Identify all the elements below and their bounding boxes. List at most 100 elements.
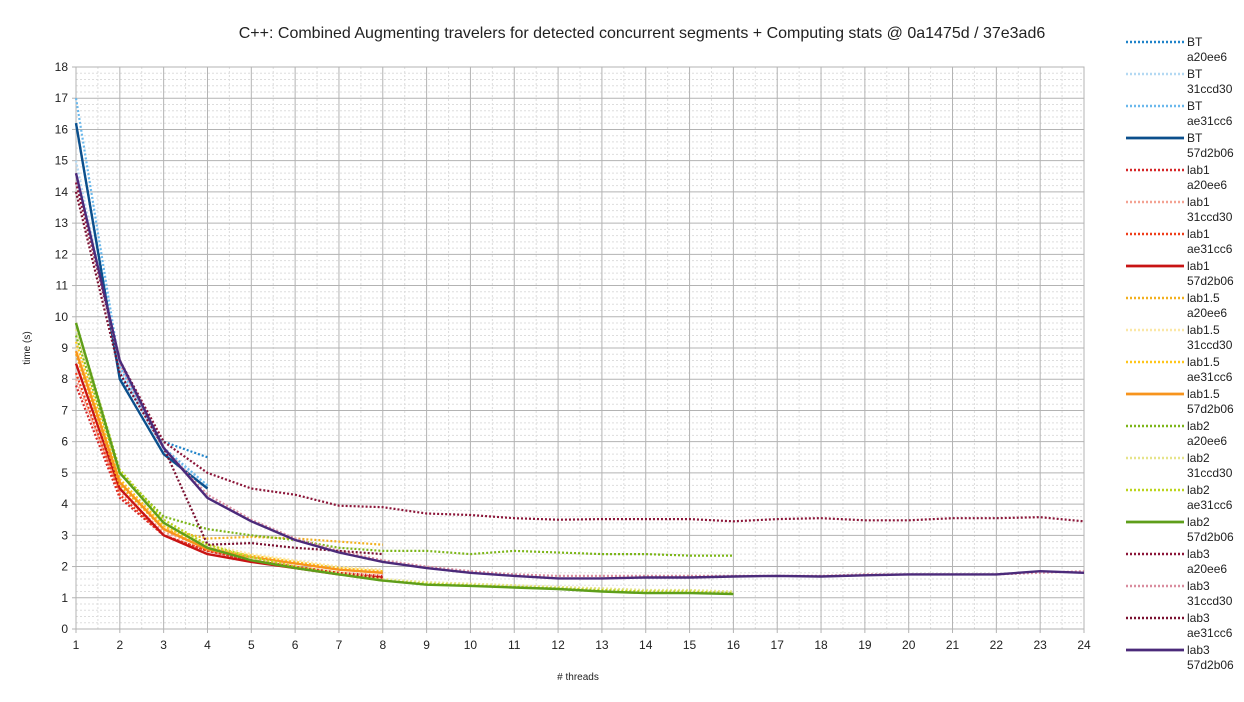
legend-series-name: lab1.5: [1187, 355, 1220, 369]
legend-series-commit: ae31cc6: [1187, 114, 1233, 128]
legend-series-commit: ae31cc6: [1187, 242, 1233, 256]
legend-series-commit: ae31cc6: [1187, 626, 1233, 640]
y-tick-label: 8: [61, 372, 68, 386]
x-tick-label: 22: [990, 638, 1004, 652]
chart-title: C++: Combined Augmenting travelers for d…: [239, 25, 1046, 42]
legend-series-name: lab2: [1187, 451, 1210, 465]
legend-series-commit: a20ee6: [1187, 562, 1227, 576]
legend-series-name: BT: [1187, 99, 1203, 113]
legend-series-commit: 31ccd30: [1187, 594, 1233, 608]
x-tick-label: 18: [814, 638, 828, 652]
y-tick-label: 15: [55, 154, 69, 168]
y-tick-label: 12: [55, 247, 69, 261]
x-tick-label: 9: [423, 638, 430, 652]
legend-series-name: lab1: [1187, 163, 1210, 177]
y-tick-label: 6: [61, 435, 68, 449]
x-tick-label: 3: [160, 638, 167, 652]
legend-series-commit: 57d2b06: [1187, 530, 1234, 544]
legend-series-name: lab1: [1187, 195, 1210, 209]
legend-series-name: lab2: [1187, 515, 1210, 529]
series-line-lab3-a20ee6: [74, 182, 1085, 523]
series-line-lab3-57d2b06: [74, 172, 1085, 580]
legend-series-name: lab2: [1187, 419, 1210, 433]
legend-series-commit: ae31cc6: [1187, 498, 1233, 512]
legend-series-name: lab1.5: [1187, 323, 1220, 337]
x-tick-label: 6: [292, 638, 299, 652]
legend-series-name: lab1: [1187, 259, 1210, 273]
series-layer: [74, 98, 1085, 596]
legend-series-commit: 57d2b06: [1187, 146, 1234, 160]
series-line-lab2-31ccd30: [74, 328, 734, 593]
x-tick-label: 11: [508, 638, 521, 652]
y-tick-label: 18: [55, 60, 69, 74]
series-line-lab1-5-31ccd30: [74, 347, 383, 571]
y-tick-label: 5: [61, 466, 68, 480]
series-line-BT-ae31cc6: [74, 98, 209, 487]
x-axis-label: # threads: [557, 672, 599, 683]
x-tick-label: 16: [727, 638, 741, 652]
legend-series-name: lab3: [1187, 611, 1210, 625]
series-line-BT-31ccd30: [74, 160, 209, 487]
legend-series-name: BT: [1187, 35, 1203, 49]
legend-series-commit: a20ee6: [1187, 178, 1227, 192]
x-tick-label: 8: [379, 638, 386, 652]
x-tick-label: 21: [946, 638, 960, 652]
legend-series-name: lab1.5: [1187, 387, 1220, 401]
x-tick-label: 2: [116, 638, 123, 652]
x-tick-label: 15: [683, 638, 697, 652]
legend: BTa20ee6BT31ccd30BTae31cc6BT57d2b06lab1a…: [1126, 35, 1234, 672]
legend-series-commit: ae31cc6: [1187, 370, 1233, 384]
legend-series-commit: 57d2b06: [1187, 402, 1234, 416]
legend-series-name: BT: [1187, 67, 1203, 81]
y-tick-label: 13: [55, 216, 69, 230]
legend-series-name: lab3: [1187, 547, 1210, 561]
y-tick-label: 4: [61, 497, 68, 511]
legend-series-commit: a20ee6: [1187, 434, 1227, 448]
y-tick-label: 10: [55, 310, 69, 324]
x-tick-label: 4: [204, 638, 211, 652]
y-tick-label: 11: [56, 279, 69, 293]
x-tick-label: 19: [858, 638, 872, 652]
legend-series-name: lab2: [1187, 483, 1210, 497]
y-tick-label: 14: [55, 185, 69, 199]
x-tick-label: 10: [464, 638, 478, 652]
legend-series-name: lab3: [1187, 643, 1210, 657]
y-tick-label: 1: [61, 591, 68, 605]
x-tick-label: 17: [771, 638, 785, 652]
x-tick-label: 12: [551, 638, 565, 652]
series-line-lab1-5-a20ee6: [74, 353, 383, 546]
x-tick-label: 7: [336, 638, 343, 652]
x-tick-label: 24: [1077, 638, 1091, 652]
x-tick-label: 13: [595, 638, 609, 652]
x-tick-label: 5: [248, 638, 255, 652]
series-line-lab3-ae31cc6: [74, 191, 383, 556]
legend-series-commit: 57d2b06: [1187, 274, 1234, 288]
y-axis-label: time (s): [22, 331, 33, 364]
legend-series-commit: 57d2b06: [1187, 658, 1234, 672]
series-line-lab2-57d2b06: [74, 322, 734, 596]
legend-series-commit: 31ccd30: [1187, 338, 1233, 352]
y-tick-label: 9: [61, 341, 68, 355]
y-tick-label: 16: [55, 122, 69, 136]
y-tick-label: 7: [61, 403, 68, 417]
series-line-lab2-a20ee6: [74, 335, 734, 557]
series-line-lab2-ae31cc6: [74, 322, 734, 595]
legend-series-name: lab3: [1187, 579, 1210, 593]
y-tick-label: 2: [61, 560, 68, 574]
y-tick-label: 3: [61, 528, 68, 542]
y-tick-label: 17: [55, 91, 69, 105]
legend-series-commit: 31ccd30: [1187, 466, 1233, 480]
x-tick-label: 1: [73, 638, 80, 652]
legend-series-name: BT: [1187, 131, 1203, 145]
x-tick-label: 14: [639, 638, 653, 652]
legend-series-commit: 31ccd30: [1187, 82, 1233, 96]
legend-series-commit: 31ccd30: [1187, 210, 1233, 224]
legend-series-commit: a20ee6: [1187, 306, 1227, 320]
legend-series-commit: a20ee6: [1187, 50, 1227, 64]
x-tick-label: 23: [1033, 638, 1047, 652]
legend-series-name: lab1.5: [1187, 291, 1220, 305]
y-tick-label: 0: [61, 622, 68, 636]
